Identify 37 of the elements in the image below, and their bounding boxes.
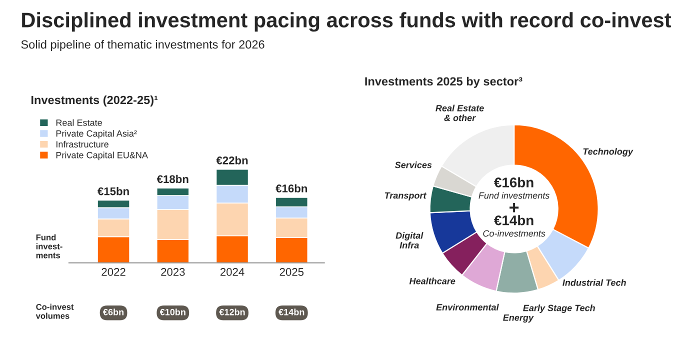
slice-label: Industrial Tech: [562, 279, 626, 286]
slice-label: Early Stage Tech: [523, 304, 595, 313]
slice-label: Healthcare: [409, 278, 456, 284]
legend-label: Real Estate: [56, 119, 102, 126]
text: Solid pipeline of thematic investments for 2026: [21, 40, 264, 51]
x-tick-label: 2023: [161, 268, 185, 276]
text: Fund invest- ments: [36, 234, 62, 258]
text: €22bn: [216, 156, 248, 164]
text: €6bn: [103, 308, 124, 316]
text: Co-investments: [483, 230, 546, 237]
text: +: [510, 203, 519, 212]
legend-label: Private Capital EU&NA: [56, 152, 148, 160]
text: €14bn: [278, 308, 304, 316]
slice-label: Technology: [583, 148, 634, 157]
chart-title: Investments 2025 by sector³: [365, 76, 522, 88]
text: €16bn: [494, 177, 534, 188]
text: €12bn: [219, 308, 245, 316]
slice-label: Real Estate & other: [436, 104, 484, 122]
annotation: €18bn: [156, 174, 188, 184]
slice-label: Services: [394, 162, 432, 168]
annotation: €16bn: [276, 184, 308, 192]
text: €14bn: [494, 215, 534, 226]
x-tick-label: 2022: [102, 268, 126, 276]
x-tick-label: 2025: [280, 268, 304, 276]
slice-label: Digital Infra: [396, 232, 424, 248]
legend-label: Private Capital Asia²: [56, 130, 137, 138]
text: Fund investments: [478, 192, 550, 199]
text: €10bn: [160, 308, 186, 316]
text: Disciplined investment pacing across funds with record co-invest: [22, 12, 672, 32]
slice-label: Environmental: [436, 304, 499, 310]
slice-label: Energy: [503, 314, 534, 323]
annotation: €15bn: [98, 187, 129, 196]
legend-label: Infrastructure: [56, 140, 108, 148]
text: Co-invest volumes: [36, 304, 74, 319]
x-tick-label: 2024: [220, 268, 244, 276]
slice-label: Transport: [384, 192, 427, 200]
chart-title: Investments (2022-25)¹: [31, 96, 158, 107]
